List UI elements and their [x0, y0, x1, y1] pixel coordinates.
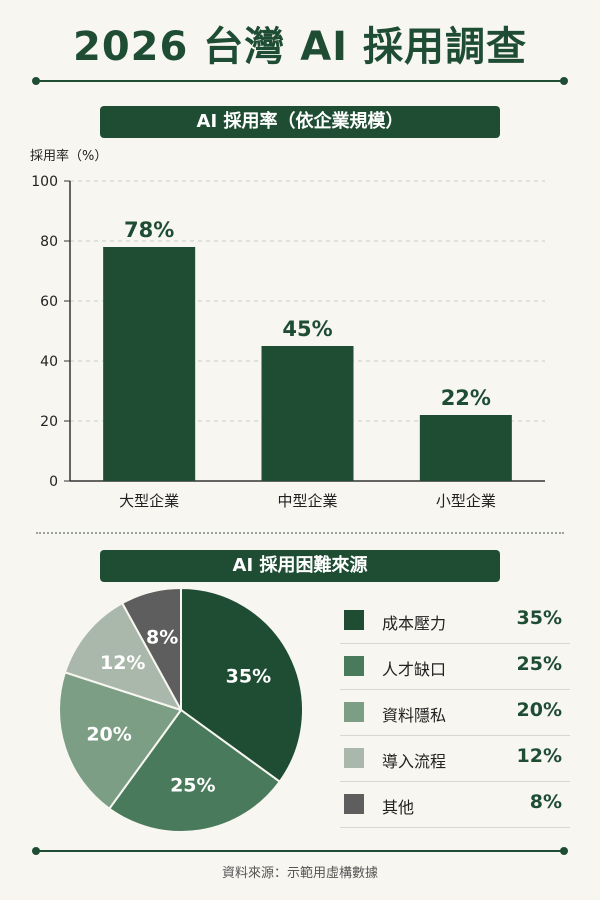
source-note: 資料來源：示範用虛構數據: [221, 866, 378, 881]
legend-item: 人才缺口 25%: [340, 644, 570, 690]
legend-value: 25%: [516, 653, 562, 675]
pie-slice: [180, 586, 304, 784]
legend-swatch: [344, 610, 364, 630]
pie-slice-label: 20%: [86, 723, 131, 745]
title-divider: [32, 77, 568, 85]
pie-slice: [58, 671, 183, 811]
pie-slice-label: 25%: [170, 775, 215, 797]
pie-legend: 成本壓力 35% 人才缺口 25% 資料隱私 20% 導入流程 12% 其他 8%: [340, 598, 570, 828]
bar-value-label: 22%: [441, 386, 491, 410]
pie-slice-label: 8%: [146, 627, 178, 649]
bar: [103, 247, 196, 481]
bar-chart: 採用率（%） 0 20 40 60 80 100 78% 大型企業 45% 中型企業 22% 小型企業: [30, 148, 545, 510]
footer-divider: [32, 847, 568, 855]
bar-chart-title: AI 採用率（依企業規模）: [100, 106, 500, 138]
legend-value: 20%: [516, 699, 562, 721]
legend-value: 12%: [516, 745, 562, 767]
bar-value-label: 78%: [124, 218, 174, 242]
y-tick-label: 0: [49, 474, 58, 490]
legend-label: 其他: [382, 798, 415, 817]
y-axis-label: 採用率（%）: [30, 148, 107, 164]
legend-item: 導入流程 12%: [340, 736, 570, 782]
legend-item: 成本壓力 35%: [340, 598, 570, 644]
x-tick-label: 中型企業: [277, 492, 337, 510]
legend-label: 導入流程: [382, 752, 447, 771]
x-tick-label: 大型企業: [119, 492, 179, 510]
legend-label: 資料隱私: [382, 706, 447, 725]
y-tick-label: 20: [40, 414, 58, 430]
bar-value-label: 45%: [282, 317, 332, 341]
pie-slice-label: 35%: [226, 666, 271, 688]
pie-slice-label: 12%: [100, 652, 145, 674]
legend-value: 35%: [516, 607, 562, 629]
y-tick-label: 100: [31, 174, 58, 190]
legend-item: 其他 8%: [340, 782, 570, 828]
section-divider: [36, 532, 564, 534]
legend-label: 成本壓力: [382, 614, 447, 633]
legend-item: 資料隱私 20%: [340, 690, 570, 736]
legend-swatch: [344, 656, 364, 676]
legend-swatch: [344, 748, 364, 768]
pie-slice: [107, 708, 282, 833]
pie-slice: [63, 601, 184, 712]
pie-chart: 35% 25% 20% 12%8%: [58, 586, 304, 833]
legend-value: 8%: [529, 791, 562, 813]
pie-slice: [120, 586, 182, 711]
legend-label: 人才缺口: [382, 660, 447, 679]
x-tick-label: 小型企業: [436, 492, 496, 510]
y-tick-label: 60: [40, 294, 58, 310]
bar: [419, 415, 512, 481]
pie-chart-title: AI 採用困難來源: [100, 550, 500, 582]
y-tick-label: 80: [40, 234, 58, 250]
page-title: 2026 台灣 AI 採用調查: [73, 24, 527, 70]
bar: [261, 346, 354, 481]
y-tick-label: 40: [40, 354, 58, 370]
legend-swatch: [344, 702, 364, 722]
legend-swatch: [344, 794, 364, 814]
